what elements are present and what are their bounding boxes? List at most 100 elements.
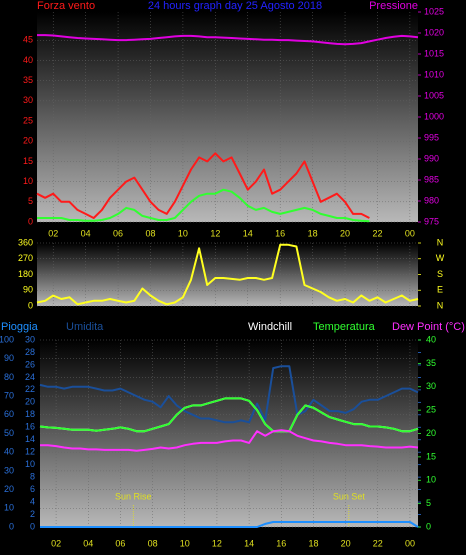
y2-tick-label: 20	[25, 397, 35, 407]
x-tick-label: 08	[148, 538, 158, 548]
x-tick-label: 12	[210, 228, 220, 238]
y2-tick-label: 10	[25, 459, 35, 469]
series-line	[37, 188, 370, 223]
x-tick-label: 20	[341, 538, 351, 548]
y2-axis-title: Pressione	[369, 0, 418, 12]
y-tick-label: 0	[9, 521, 14, 531]
x-tick-label: 20	[340, 228, 350, 238]
y2-tick-label: 1005	[424, 90, 444, 100]
y-tick-label: 20	[4, 484, 14, 494]
y2-tick-label: 975	[424, 216, 439, 226]
legend-umidita: Umidita	[66, 321, 104, 333]
legend-temperatura: Temperatura	[313, 321, 376, 333]
y2-tick-label: 16	[25, 422, 35, 432]
y-tick-label: 100	[0, 334, 14, 344]
y2-tick-label: 990	[424, 153, 439, 163]
y2-tick-label: 12	[25, 447, 35, 457]
legend-windchill: Windchill	[248, 321, 292, 333]
x-tick-label: 16	[276, 538, 286, 548]
y-tick-label: 90	[23, 285, 33, 295]
y2-tick-label: S	[437, 269, 443, 279]
y3-tick-label: 15	[426, 451, 436, 461]
x-tick-label: 12	[212, 538, 222, 548]
x-tick-label: 00	[405, 538, 415, 548]
series-line	[36, 152, 370, 219]
x-tick-label: 18	[308, 228, 318, 238]
y3-tick-label: 30	[426, 381, 436, 391]
y2-tick-label: 2	[30, 509, 35, 519]
legend-pioggia: Pioggia	[1, 321, 39, 333]
y-tick-label: 270	[18, 253, 33, 263]
y2-tick-label: 1000	[424, 111, 444, 121]
y-tick-label: 70	[4, 390, 14, 400]
x-tick-label: 10	[180, 538, 190, 548]
y2-tick-label: N	[437, 300, 444, 310]
x-tick-label: 22	[373, 538, 383, 548]
y3-tick-label: 40	[426, 334, 436, 344]
y-tick-label: 30	[4, 465, 14, 475]
y2-tick-label: 1010	[424, 69, 444, 79]
y3-tick-label: 35	[426, 358, 436, 368]
chart-title: 24 hours graph day 25 Agosto 2018	[148, 0, 322, 12]
y3-tick-label: 20	[426, 428, 436, 438]
y2-tick-label: 1015	[424, 48, 444, 58]
y3-tick-label: 0	[426, 521, 431, 531]
y-tick-label: 40	[4, 447, 14, 457]
y2-tick-label: 8	[30, 472, 35, 482]
x-tick-label: 02	[51, 538, 61, 548]
x-tick-label: 06	[115, 538, 125, 548]
series-line	[39, 365, 419, 424]
legend-dew-point: Dew Point (°C)	[392, 321, 465, 333]
y-axis-title: Forza vento	[37, 0, 95, 12]
series-line	[37, 34, 419, 46]
x-tick-label: 22	[372, 228, 382, 238]
y2-tick-label: 1020	[424, 27, 444, 37]
x-tick-label: 10	[178, 228, 188, 238]
y-tick-label: 0	[28, 300, 33, 310]
y2-tick-label: 28	[25, 347, 35, 357]
y3-tick-label: 5	[426, 498, 431, 508]
y-tick-label: 0	[28, 216, 33, 226]
x-tick-label: 14	[243, 228, 253, 238]
y-tick-label: 90	[4, 353, 14, 363]
y2-tick-label: 985	[424, 174, 439, 184]
series-line	[36, 243, 419, 306]
x-tick-label: 06	[113, 228, 123, 238]
x-tick-label: 18	[308, 538, 318, 548]
y2-tick-label: W	[436, 253, 445, 263]
y-tick-label: 10	[4, 503, 14, 513]
y2-tick-label: N	[437, 237, 444, 247]
y-tick-label: 15	[23, 156, 33, 166]
y2-tick-label: 6	[30, 484, 35, 494]
series-line	[39, 397, 419, 433]
y-tick-label: 5	[28, 196, 33, 206]
y-tick-label: 35	[23, 75, 33, 85]
y-tick-label: 360	[18, 237, 33, 247]
y-tick-label: 45	[23, 35, 33, 45]
series-line	[40, 429, 419, 452]
panel-wind	[37, 12, 418, 222]
y3-tick-label: 10	[426, 475, 436, 485]
x-tick-label: 00	[405, 228, 415, 238]
y-tick-label: 25	[23, 115, 33, 125]
y2-tick-label: 1025	[424, 6, 444, 16]
x-tick-label: 16	[275, 228, 285, 238]
y2-tick-label: 4	[30, 496, 35, 506]
series-line	[40, 521, 419, 528]
x-tick-label: 14	[244, 538, 254, 548]
y-tick-label: 20	[23, 136, 33, 146]
x-tick-label: 04	[81, 228, 91, 238]
y-tick-label: 80	[4, 372, 14, 382]
y2-tick-label: 18	[25, 409, 35, 419]
annotation: Sun Set	[333, 491, 366, 501]
y2-tick-label: 995	[424, 132, 439, 142]
y-tick-label: 30	[23, 95, 33, 105]
x-tick-label: 08	[145, 228, 155, 238]
y2-tick-label: 980	[424, 195, 439, 205]
y-tick-label: 40	[23, 55, 33, 65]
y-tick-label: 60	[4, 409, 14, 419]
y2-tick-label: 30	[25, 334, 35, 344]
y2-tick-label: 22	[25, 384, 35, 394]
y2-tick-label: 24	[25, 372, 35, 382]
